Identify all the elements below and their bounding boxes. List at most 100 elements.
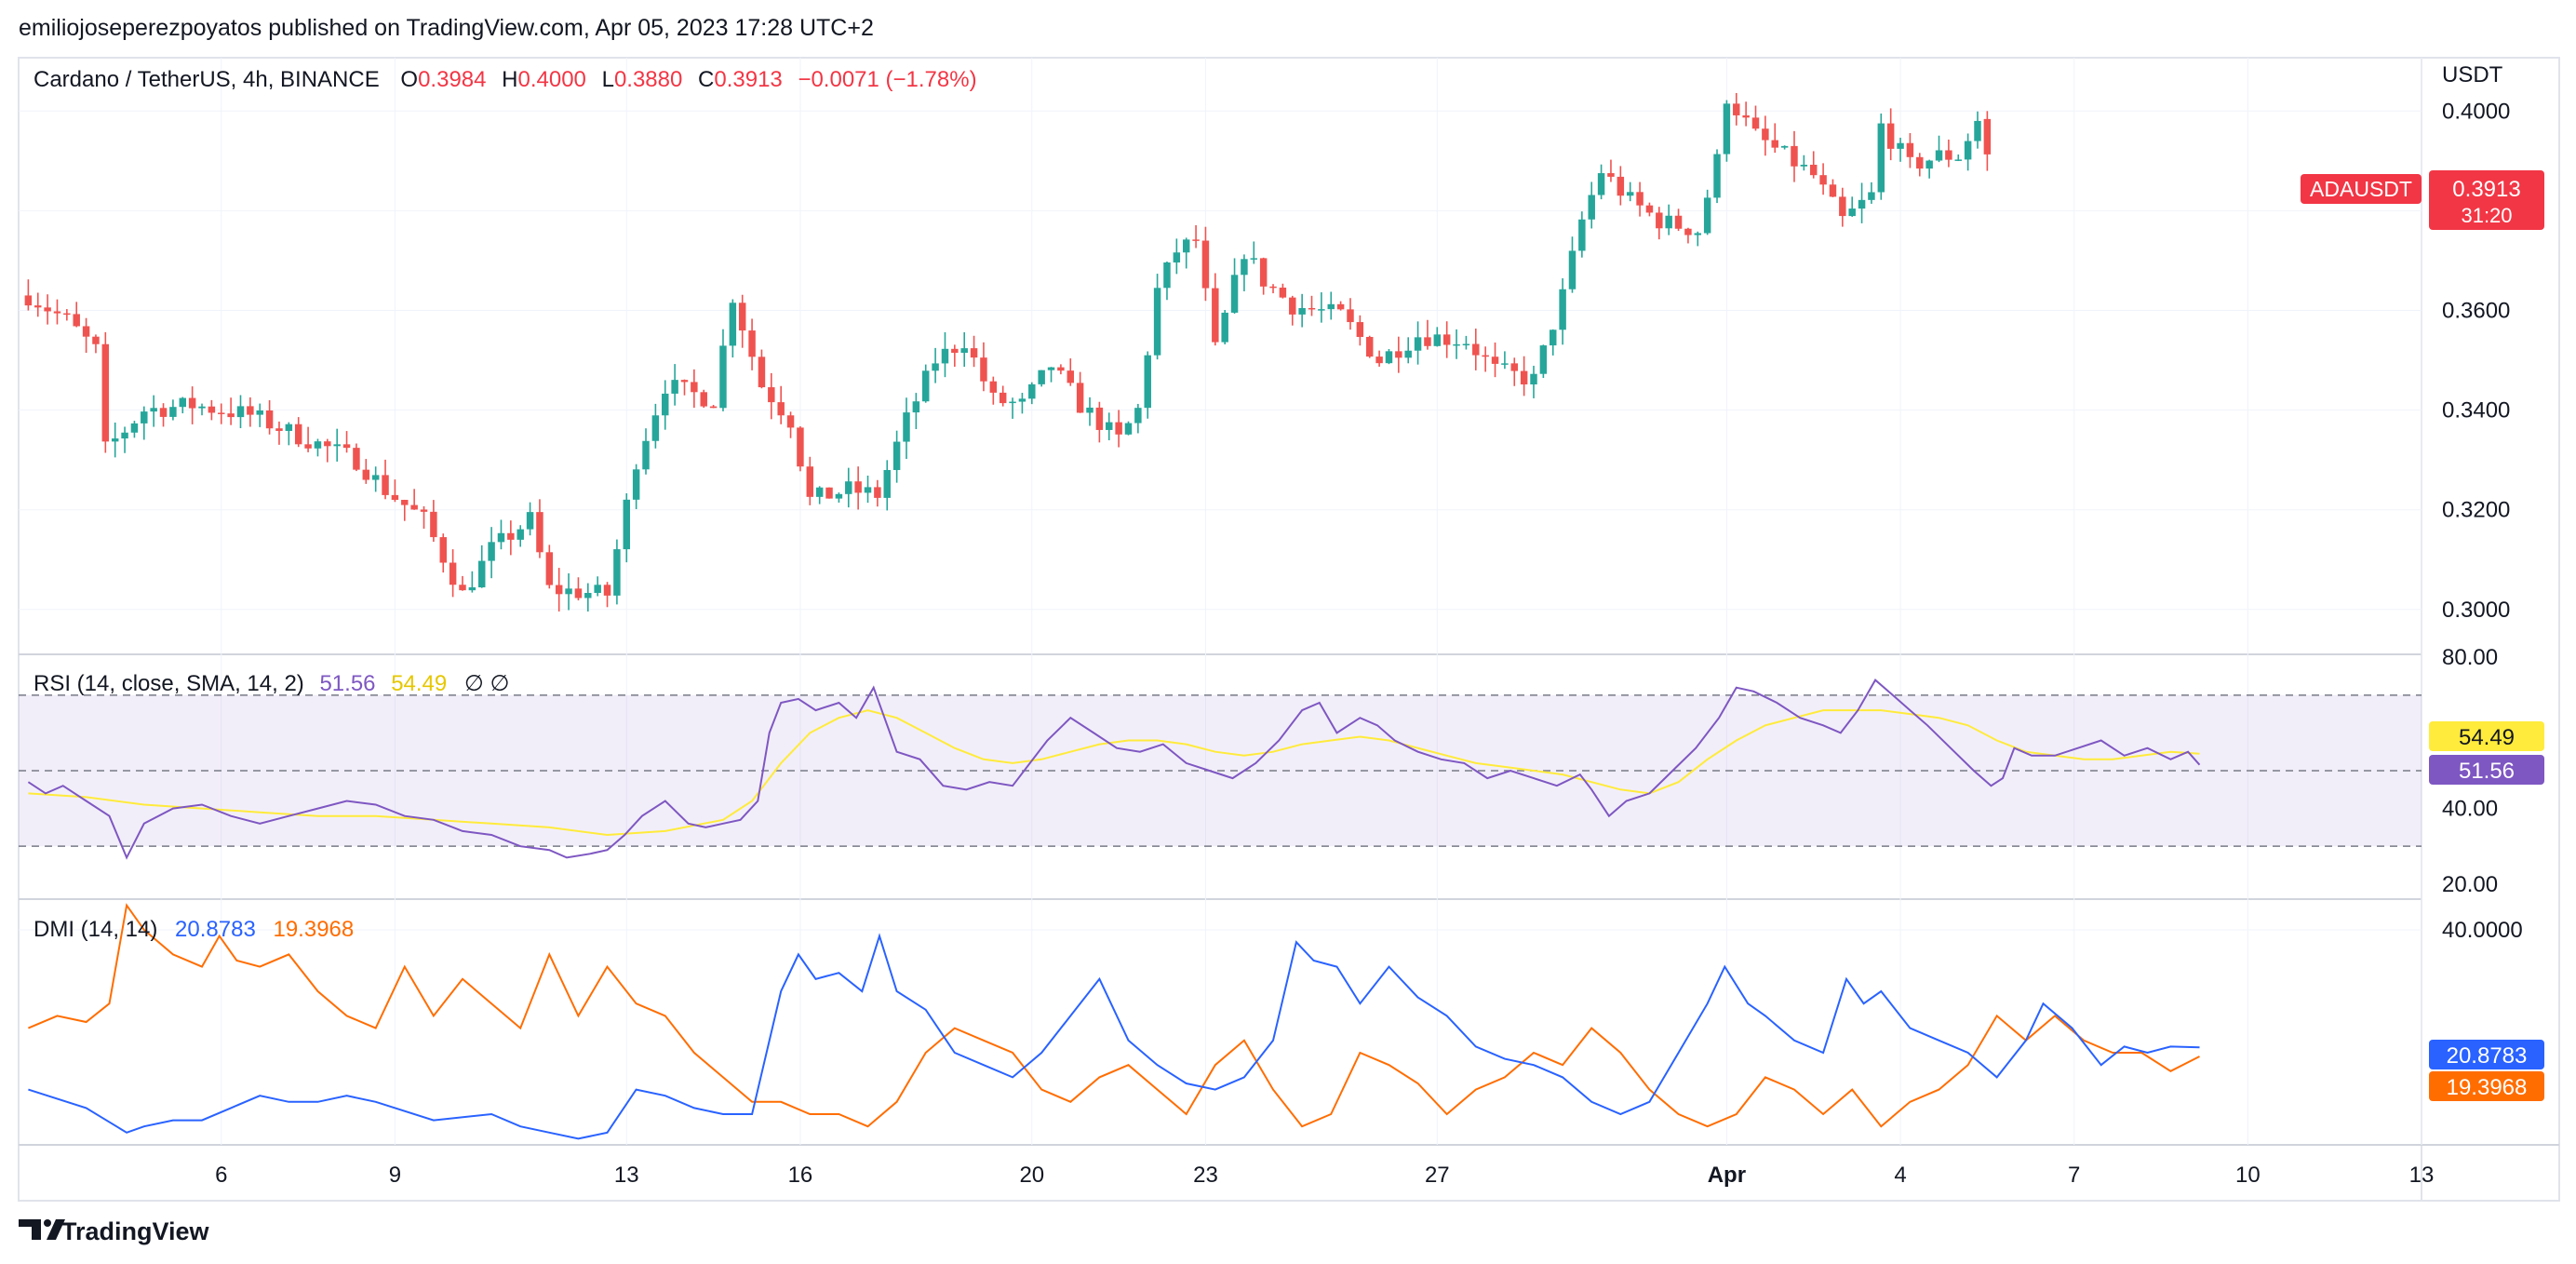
candle bbox=[1134, 403, 1142, 434]
candle bbox=[709, 405, 718, 409]
candle-body bbox=[420, 509, 428, 512]
candle bbox=[1791, 130, 1798, 182]
candle bbox=[1742, 101, 1750, 127]
candle bbox=[324, 438, 331, 463]
candle bbox=[1472, 329, 1480, 370]
candle bbox=[1308, 295, 1316, 316]
candle-body bbox=[227, 413, 235, 418]
candle-body bbox=[854, 481, 862, 493]
candle bbox=[729, 299, 737, 358]
candle-body bbox=[314, 441, 322, 449]
candle-body bbox=[459, 585, 466, 591]
candle-body bbox=[275, 428, 283, 431]
candle-body bbox=[642, 440, 650, 470]
candle bbox=[353, 443, 360, 472]
tv-logo-dot bbox=[44, 1219, 51, 1227]
candle bbox=[1279, 283, 1287, 299]
time-tick-label: 4 bbox=[1894, 1163, 1906, 1188]
candle bbox=[1964, 133, 1972, 171]
candle-body bbox=[1550, 329, 1557, 346]
candle-body bbox=[449, 562, 457, 585]
candle-body bbox=[1636, 192, 1644, 206]
candle-body bbox=[1791, 145, 1798, 167]
candle bbox=[236, 395, 245, 428]
candle bbox=[854, 466, 862, 510]
candle bbox=[179, 397, 187, 414]
candle-body bbox=[1897, 142, 1904, 149]
candle-body bbox=[1733, 103, 1740, 115]
candle-body bbox=[1839, 196, 1846, 217]
candle bbox=[208, 399, 216, 421]
candle-body bbox=[1442, 334, 1451, 345]
dmi-title: DMI (14, 14) bbox=[34, 917, 157, 942]
candle bbox=[825, 487, 833, 499]
candle-body bbox=[1742, 114, 1750, 118]
candle bbox=[1886, 108, 1895, 161]
candle-body bbox=[1954, 159, 1962, 161]
rsi-ma-legend-value: 54.49 bbox=[391, 671, 447, 696]
candle-body bbox=[1751, 117, 1760, 129]
open-value: 0.3984 bbox=[418, 67, 486, 92]
rsi-badge bbox=[2429, 755, 2544, 785]
candle-body bbox=[1289, 297, 1296, 315]
candle bbox=[1414, 321, 1422, 365]
currency-label: USDT bbox=[2442, 62, 2503, 87]
candle bbox=[921, 364, 930, 403]
time-tick-label: Apr bbox=[1708, 1163, 1746, 1188]
candle-body bbox=[1491, 356, 1499, 364]
candle-body bbox=[912, 401, 920, 413]
candle bbox=[1491, 342, 1499, 378]
candle-body bbox=[797, 427, 804, 467]
candle-body bbox=[53, 311, 61, 314]
candle-body bbox=[1983, 118, 1992, 155]
price-tick-label: 0.3200 bbox=[2442, 498, 2510, 523]
candle bbox=[478, 545, 486, 588]
candle bbox=[1106, 412, 1113, 440]
candle bbox=[748, 318, 756, 370]
candle bbox=[1703, 189, 1711, 235]
candle-body bbox=[150, 408, 157, 412]
candle bbox=[1424, 319, 1431, 350]
candle bbox=[256, 403, 263, 427]
candle-body bbox=[835, 493, 843, 499]
candle-body bbox=[236, 406, 245, 418]
candle bbox=[864, 476, 872, 504]
candle bbox=[1144, 351, 1151, 419]
candle-body bbox=[719, 345, 727, 409]
candle bbox=[651, 403, 660, 449]
candle bbox=[401, 499, 409, 521]
candle-body bbox=[921, 370, 930, 402]
candle-body bbox=[1780, 145, 1789, 148]
rsi-ma-line bbox=[28, 709, 2200, 837]
candle-body bbox=[63, 313, 71, 316]
candle-body bbox=[294, 424, 302, 445]
time-tick-label: 27 bbox=[1425, 1163, 1450, 1188]
candle bbox=[1230, 258, 1239, 314]
candle-body bbox=[1424, 337, 1431, 346]
candle bbox=[1201, 226, 1210, 302]
candle-body bbox=[584, 593, 592, 598]
dmi-axis-ticks: 40.0000 bbox=[2442, 918, 2523, 943]
candle-body bbox=[304, 444, 312, 449]
candle-body bbox=[1144, 355, 1151, 409]
candle bbox=[73, 302, 80, 328]
candle-body bbox=[1617, 176, 1625, 196]
candle bbox=[1848, 196, 1856, 217]
candle bbox=[1462, 335, 1470, 350]
di-plus-badge bbox=[2429, 1040, 2544, 1069]
candle bbox=[903, 397, 910, 460]
candle bbox=[1829, 179, 1837, 197]
candle bbox=[314, 438, 322, 457]
candle bbox=[1694, 231, 1702, 247]
candle-body bbox=[1656, 212, 1663, 229]
time-axis-ticks: 6 9 13 16 20 23 27 Apr 4 7 10 13 bbox=[215, 1163, 2434, 1188]
candle bbox=[806, 456, 814, 505]
candle bbox=[507, 520, 515, 556]
dmi-value-badges: 20.8783 19.3968 bbox=[2429, 1040, 2544, 1101]
candle bbox=[420, 505, 428, 530]
rsi-legend-extra: ∅ ∅ bbox=[464, 671, 509, 696]
candle bbox=[1028, 382, 1036, 405]
candle bbox=[1597, 164, 1605, 200]
candle bbox=[1298, 293, 1306, 328]
rsi-ma-badge bbox=[2429, 721, 2544, 751]
